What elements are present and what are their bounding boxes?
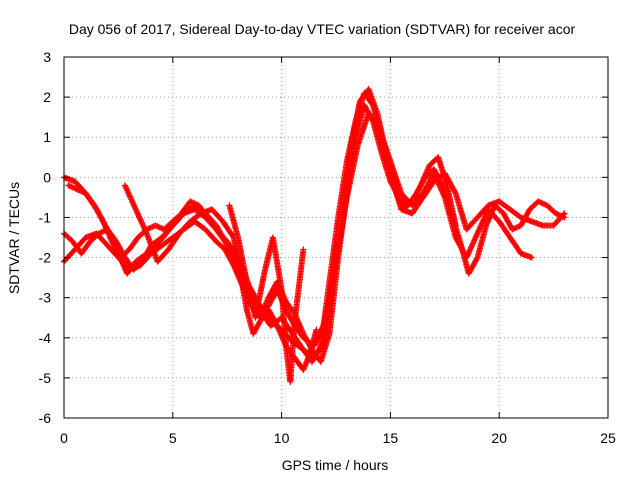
data-point (273, 321, 280, 328)
x-tick-label: 0 (60, 430, 68, 446)
data-points (61, 86, 568, 385)
data-point (438, 181, 445, 188)
x-axis-label: GPS time / hours (282, 457, 389, 473)
x-tick-label: 20 (491, 430, 507, 446)
x-tick-label: 25 (600, 430, 616, 446)
data-point (313, 326, 320, 333)
y-tick-label: 0 (43, 169, 51, 185)
series-track-5 (121, 182, 320, 373)
plot-frame (63, 56, 609, 419)
x-tick-label: 5 (169, 430, 177, 446)
data-point (300, 246, 307, 253)
y-tick-label: -2 (39, 250, 52, 266)
data-point (561, 214, 568, 221)
data-point (528, 254, 535, 261)
y-tick-label: -3 (39, 290, 52, 306)
data-point (99, 217, 106, 224)
data-point (369, 116, 376, 123)
y-tick-label: -1 (39, 209, 52, 225)
x-tick-label: 10 (274, 430, 290, 446)
y-tick-label: -6 (39, 410, 52, 426)
chart-title: Day 056 of 2017, Sidereal Day-to-day VTE… (69, 21, 576, 37)
x-tick-label: 15 (383, 430, 399, 446)
data-point (451, 189, 458, 196)
data-point (473, 255, 480, 262)
data-point (375, 124, 382, 131)
y-tick-label: 1 (43, 129, 51, 145)
axis-ticks: 0 5 10 15 20 25 -6 -5 -4 -3 -2 -1 0 1 2 3 (39, 49, 616, 446)
y-tick-label: 2 (43, 89, 51, 105)
y-axis-label: SDTVAR / TECUs (6, 182, 22, 294)
data-point (317, 344, 324, 351)
data-point (369, 100, 376, 107)
series-track-6 (226, 202, 307, 385)
y-tick-label: -5 (39, 370, 52, 386)
y-tick-label: 3 (43, 49, 51, 65)
series-track-4 (65, 102, 568, 365)
y-tick-label: -4 (39, 330, 52, 346)
series-track-2 (61, 90, 568, 365)
